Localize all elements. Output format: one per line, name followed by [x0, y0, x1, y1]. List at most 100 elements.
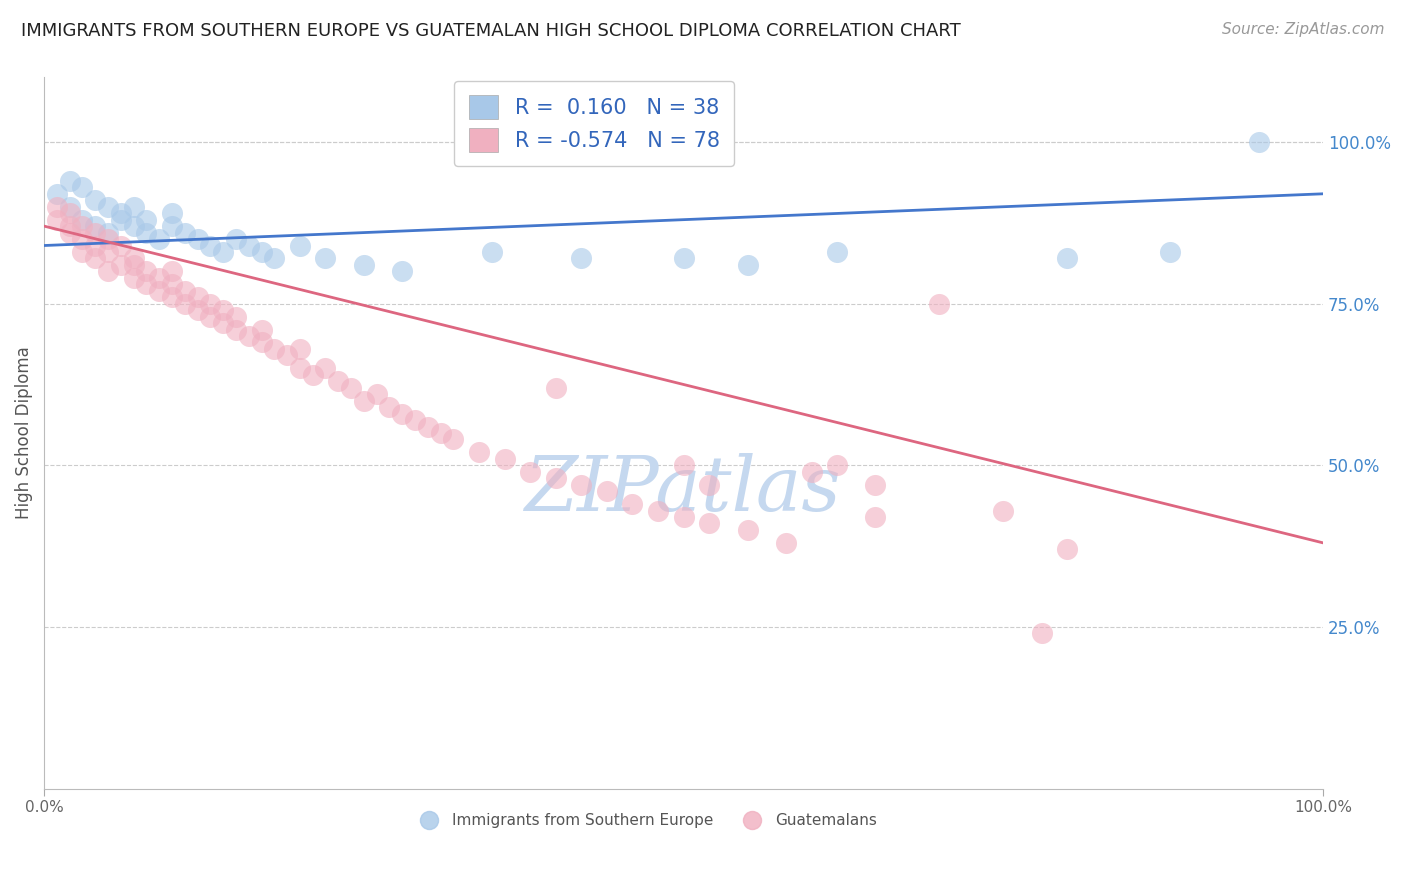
- Point: [135, 264, 157, 278]
- Point: [288, 361, 311, 376]
- Point: [737, 258, 759, 272]
- Point: [225, 310, 247, 324]
- Point: [328, 374, 350, 388]
- Point: [135, 226, 157, 240]
- Point: [353, 393, 375, 408]
- Point: [160, 206, 183, 220]
- Point: [45, 186, 67, 201]
- Point: [865, 477, 887, 491]
- Point: [97, 244, 120, 259]
- Point: [84, 226, 107, 240]
- Point: [1031, 626, 1053, 640]
- Point: [288, 238, 311, 252]
- Point: [97, 226, 120, 240]
- Point: [288, 342, 311, 356]
- Point: [148, 284, 170, 298]
- Point: [366, 387, 388, 401]
- Point: [468, 445, 491, 459]
- Point: [148, 270, 170, 285]
- Point: [173, 296, 195, 310]
- Point: [494, 451, 516, 466]
- Point: [160, 264, 183, 278]
- Point: [212, 244, 235, 259]
- Point: [569, 477, 592, 491]
- Point: [97, 264, 120, 278]
- Point: [72, 212, 94, 227]
- Point: [391, 407, 413, 421]
- Point: [391, 264, 413, 278]
- Legend: Immigrants from Southern Europe, Guatemalans: Immigrants from Southern Europe, Guatema…: [408, 807, 883, 834]
- Point: [122, 258, 145, 272]
- Point: [993, 503, 1015, 517]
- Point: [825, 458, 848, 473]
- Point: [122, 219, 145, 233]
- Point: [110, 258, 132, 272]
- Point: [737, 523, 759, 537]
- Point: [187, 290, 209, 304]
- Point: [1056, 252, 1078, 266]
- Point: [250, 322, 273, 336]
- Point: [173, 284, 195, 298]
- Point: [697, 477, 720, 491]
- Point: [301, 368, 323, 382]
- Point: [263, 252, 285, 266]
- Point: [647, 503, 669, 517]
- Point: [72, 232, 94, 246]
- Point: [1056, 542, 1078, 557]
- Point: [187, 232, 209, 246]
- Point: [315, 252, 337, 266]
- Point: [97, 232, 120, 246]
- Point: [544, 471, 567, 485]
- Point: [135, 212, 157, 227]
- Point: [122, 252, 145, 266]
- Point: [225, 232, 247, 246]
- Point: [72, 244, 94, 259]
- Point: [544, 381, 567, 395]
- Point: [59, 174, 82, 188]
- Point: [84, 252, 107, 266]
- Point: [775, 536, 797, 550]
- Point: [200, 238, 222, 252]
- Point: [110, 238, 132, 252]
- Point: [122, 270, 145, 285]
- Point: [1249, 135, 1271, 149]
- Text: ZIPatlas: ZIPatlas: [526, 453, 842, 527]
- Point: [59, 219, 82, 233]
- Point: [672, 458, 695, 473]
- Point: [378, 400, 401, 414]
- Point: [59, 206, 82, 220]
- Point: [238, 238, 260, 252]
- Text: Source: ZipAtlas.com: Source: ZipAtlas.com: [1222, 22, 1385, 37]
- Point: [200, 310, 222, 324]
- Point: [672, 510, 695, 524]
- Point: [340, 381, 363, 395]
- Point: [481, 244, 503, 259]
- Point: [276, 348, 298, 362]
- Point: [596, 484, 619, 499]
- Point: [45, 212, 67, 227]
- Point: [84, 194, 107, 208]
- Point: [160, 277, 183, 292]
- Point: [800, 465, 823, 479]
- Point: [59, 200, 82, 214]
- Y-axis label: High School Diploma: High School Diploma: [15, 347, 32, 519]
- Point: [250, 244, 273, 259]
- Point: [928, 296, 950, 310]
- Point: [72, 219, 94, 233]
- Point: [825, 244, 848, 259]
- Point: [200, 296, 222, 310]
- Point: [212, 316, 235, 330]
- Point: [160, 219, 183, 233]
- Point: [353, 258, 375, 272]
- Point: [135, 277, 157, 292]
- Point: [569, 252, 592, 266]
- Point: [84, 219, 107, 233]
- Point: [160, 290, 183, 304]
- Point: [672, 252, 695, 266]
- Point: [250, 335, 273, 350]
- Point: [865, 510, 887, 524]
- Point: [45, 200, 67, 214]
- Point: [122, 200, 145, 214]
- Point: [315, 361, 337, 376]
- Text: IMMIGRANTS FROM SOUTHERN EUROPE VS GUATEMALAN HIGH SCHOOL DIPLOMA CORRELATION CH: IMMIGRANTS FROM SOUTHERN EUROPE VS GUATE…: [21, 22, 960, 40]
